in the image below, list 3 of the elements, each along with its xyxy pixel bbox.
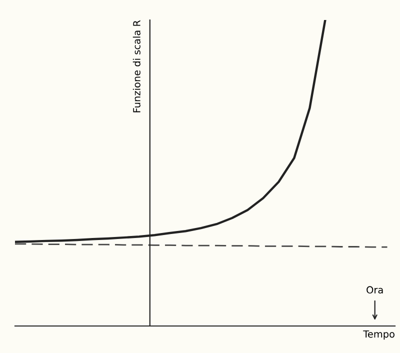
annotation: Ora — [366, 286, 383, 294]
x-axis-title: Tempo — [363, 330, 394, 340]
y-axis-title: Funzione di scala R — [132, 20, 140, 112]
